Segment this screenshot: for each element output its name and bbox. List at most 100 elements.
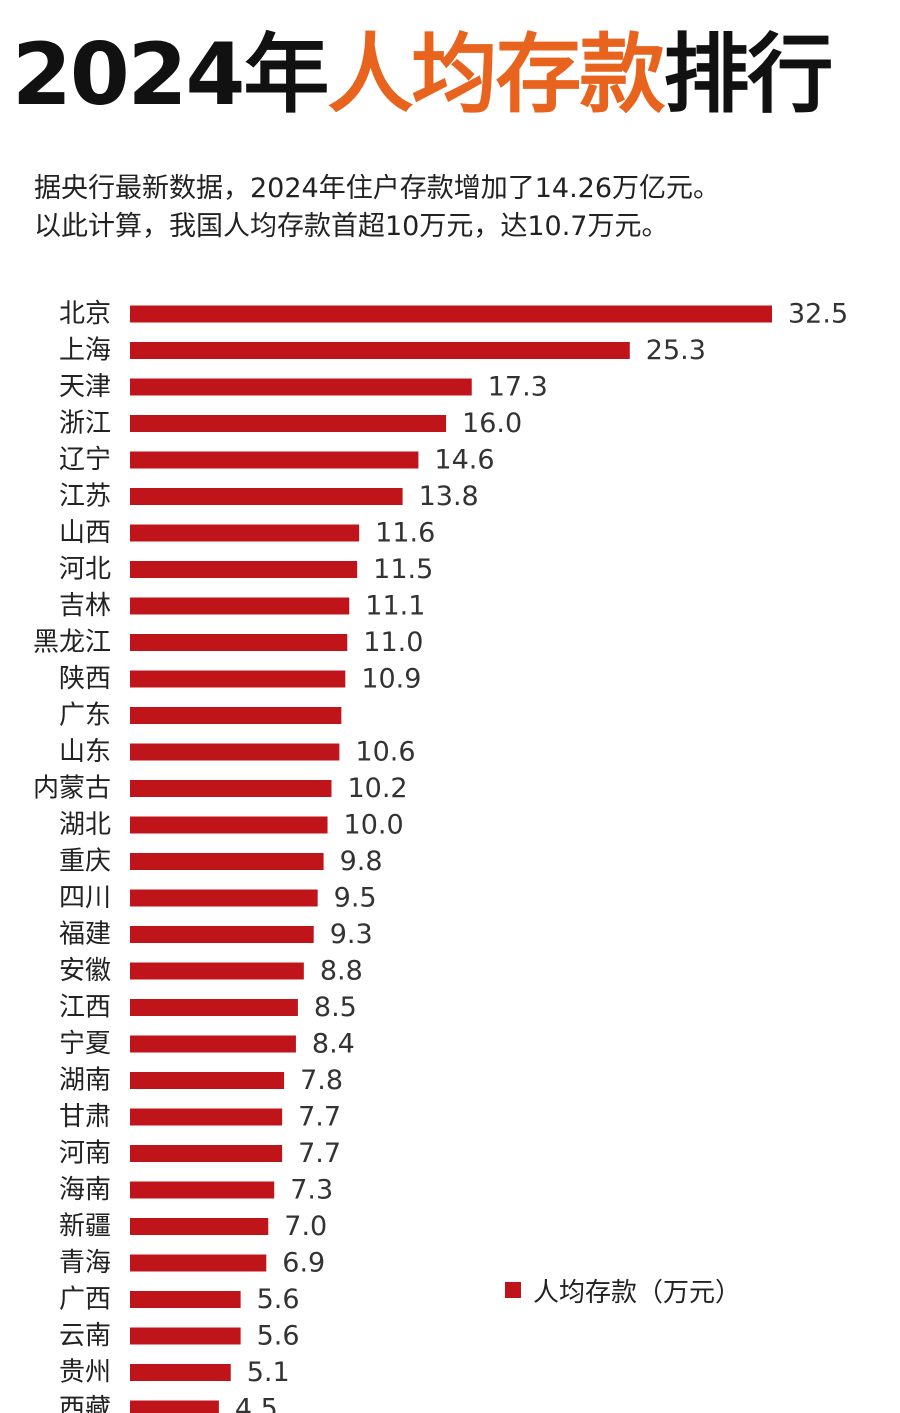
category-label: 福建: [59, 920, 111, 950]
title-year: 2024年: [12, 25, 329, 125]
value-label: 7.3: [290, 1175, 333, 1206]
subtitle-line-1: 据央行最新数据，2024年住户存款增加了14.26万亿元。: [34, 173, 721, 204]
bar: [130, 707, 342, 724]
category-label: 湖北: [59, 810, 111, 840]
bar: [130, 1035, 296, 1053]
category-label: 黑龙江: [33, 628, 111, 658]
value-label: 9.5: [334, 883, 377, 914]
bar: [130, 1327, 241, 1345]
category-label: 青海: [59, 1248, 111, 1278]
category-label: 宁夏: [59, 1029, 111, 1059]
bar: [130, 1145, 283, 1162]
category-label: 上海: [59, 336, 111, 366]
category-label: 重庆: [59, 847, 111, 877]
value-label: 8.8: [320, 956, 363, 987]
bar: [130, 634, 348, 651]
value-label: 6.9: [282, 1248, 325, 1279]
value-label: 7.7: [298, 1138, 341, 1169]
value-label: 5.6: [257, 1321, 300, 1352]
category-label: 四川: [59, 883, 111, 913]
category-label: 山西: [59, 518, 111, 548]
category-label: 天津: [59, 372, 111, 402]
chart-title: 2024年人均存款排行: [12, 20, 892, 130]
category-label: 北京: [59, 299, 111, 329]
value-label: 10.6: [355, 737, 415, 768]
category-label: 江西: [59, 993, 111, 1023]
category-label: 湖南: [59, 1066, 111, 1096]
value-label: 8.4: [312, 1029, 355, 1060]
category-label: 河北: [59, 555, 111, 585]
bar: [130, 342, 630, 359]
category-label: 安徽: [59, 956, 111, 986]
category-label: 云南: [59, 1321, 111, 1351]
category-label: 内蒙古: [33, 774, 111, 804]
value-label: 11.6: [375, 518, 435, 549]
value-label: 7.7: [298, 1102, 341, 1133]
category-label: 吉林: [59, 591, 111, 621]
bar-chart: 北京 32.5 上海 25.3 天津 17.3 浙江 16.0 辽宁 14.6 江苏 13.8 山西 11…: [33, 299, 848, 1413]
value-label: 5.6: [257, 1284, 300, 1315]
bar: [130, 1254, 267, 1272]
category-label: 新疆: [59, 1212, 111, 1242]
bar: [130, 670, 346, 688]
category-label: 广东: [59, 701, 111, 731]
title-highlight: 人均存款: [327, 25, 665, 125]
bar: [130, 999, 298, 1016]
bar: [130, 1400, 219, 1413]
value-label: 9.8: [340, 846, 383, 877]
value-label: 8.5: [314, 992, 357, 1023]
legend-label: 人均存款（万元）: [533, 1277, 742, 1308]
bar: [130, 488, 403, 505]
value-label: 5.1: [247, 1357, 290, 1388]
category-label: 陕西: [59, 664, 111, 694]
category-label: 甘肃: [59, 1102, 111, 1132]
legend-swatch: [505, 1282, 521, 1298]
category-label: 江苏: [59, 482, 111, 512]
bar: [130, 962, 304, 980]
value-label: 13.8: [419, 481, 479, 512]
value-label: 11.0: [363, 627, 423, 658]
bar: [130, 853, 324, 870]
bar: [130, 1291, 241, 1308]
value-label: 10.2: [347, 773, 407, 804]
bar: [130, 1108, 283, 1126]
bar: [130, 524, 360, 542]
category-label: 浙江: [59, 409, 111, 439]
category-label: 山东: [59, 737, 111, 767]
value-label: 25.3: [646, 335, 706, 366]
value-label: 32.5: [788, 299, 848, 330]
bar: [130, 1218, 269, 1235]
bar: [130, 378, 472, 396]
subtitle-line-2: 以此计算，我国人均存款首超10万元，达10.7万元。: [34, 211, 669, 242]
bar: [130, 780, 332, 797]
bar: [130, 743, 340, 761]
title-suffix: 排行: [663, 25, 833, 125]
value-label: 7.0: [284, 1211, 327, 1242]
bar: [130, 305, 772, 323]
value-label: 14.6: [434, 445, 494, 476]
bar: [130, 816, 328, 834]
bar: [130, 889, 318, 907]
category-label: 广西: [59, 1285, 111, 1315]
value-label: 11.1: [365, 591, 425, 622]
value-label: 16.0: [462, 408, 522, 439]
category-label: 海南: [59, 1175, 111, 1205]
chart-subtitle: 据央行最新数据，2024年住户存款增加了14.26万亿元。 以此计算，我国人均存…: [34, 170, 884, 246]
bar: [130, 926, 314, 943]
value-label: 7.8: [300, 1065, 343, 1096]
bar: [130, 1072, 285, 1089]
bar: [130, 561, 358, 578]
bar: [130, 451, 419, 469]
value-label: 4.5: [235, 1394, 278, 1413]
category-label: 贵州: [59, 1358, 111, 1388]
category-label: 辽宁: [59, 445, 111, 475]
category-label: 河南: [59, 1139, 111, 1169]
value-label: 10.0: [344, 810, 404, 841]
value-label: 17.3: [488, 372, 548, 403]
chart-legend: 人均存款（万元）: [505, 1272, 741, 1308]
category-label: 西藏: [59, 1394, 111, 1413]
bar: [130, 1181, 275, 1199]
bar: [130, 597, 350, 615]
value-label: 9.3: [330, 919, 373, 950]
bar: [130, 415, 447, 432]
